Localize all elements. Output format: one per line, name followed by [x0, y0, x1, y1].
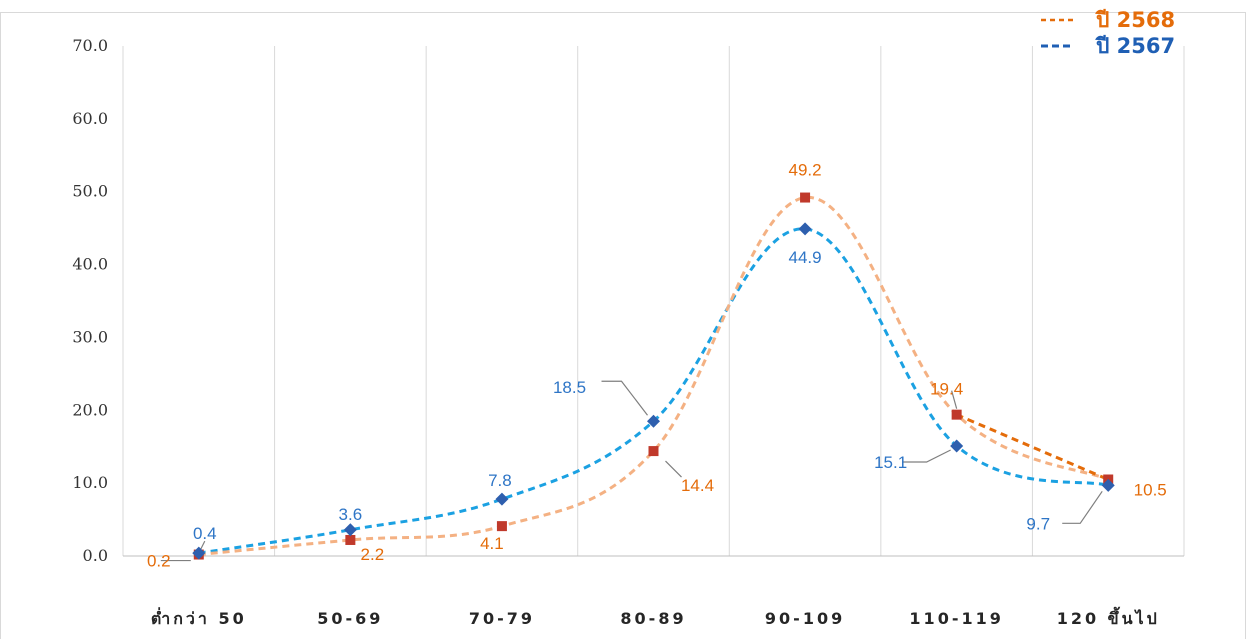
data-label: 9.7 [1026, 514, 1050, 533]
leader-line [665, 460, 682, 478]
marker-square [648, 446, 659, 457]
y-tick-label: 60.0 [72, 109, 108, 128]
marker-square [800, 192, 811, 203]
leader-line [951, 390, 958, 409]
legend-item-2568: ปี 2568 [1041, 8, 1175, 32]
legend-item-2567: ปี 2567 [1041, 34, 1175, 58]
data-label: 18.5 [553, 378, 586, 397]
x-tick-label: 120 ขึ้นไป [1057, 606, 1160, 628]
legend-label-2567: ปี 2567 [1094, 34, 1175, 58]
label-leader-lines [160, 380, 1103, 562]
y-tick-label: 10.0 [72, 473, 108, 492]
data-label: 49.2 [789, 161, 822, 180]
data-label: 7.8 [488, 471, 512, 490]
x-tick-label: 50-69 [317, 609, 383, 628]
series-line [198, 196, 1109, 557]
y-tick-label: 70.0 [72, 36, 108, 55]
y-axis-ticks: 0.0 10.0 20.0 30.0 40.0 50.0 60.0 70.0 [72, 36, 108, 565]
leader-line [601, 380, 648, 416]
leader-line [902, 449, 951, 463]
marker-square [496, 521, 507, 532]
series-lines [198, 196, 1109, 557]
x-tick-label: ต่ำกว่า 50 [151, 607, 247, 628]
marker-diamond [192, 546, 206, 560]
marker-diamond [495, 492, 509, 506]
data-label: 14.4 [681, 476, 714, 495]
x-tick-label: 70-79 [469, 609, 535, 628]
data-label: 15.1 [874, 453, 907, 472]
data-label: 0.4 [193, 524, 217, 543]
data-label: 3.6 [339, 505, 363, 524]
y-tick-label: 0.0 [83, 546, 108, 565]
y-tick-label: 40.0 [72, 255, 108, 274]
series-line-tail [956, 413, 1109, 481]
data-label: 0.2 [147, 552, 171, 571]
marker-diamond [1101, 478, 1115, 492]
marker-square [951, 409, 962, 420]
y-tick-label: 30.0 [72, 327, 108, 346]
x-tick-label: 80-89 [620, 609, 686, 628]
x-tick-label: 90-109 [765, 609, 845, 628]
y-tick-label: 50.0 [72, 182, 108, 201]
marker-diamond [647, 414, 660, 428]
x-axis-ticks: ต่ำกว่า 50 50-69 70-79 80-89 90-109 110-119 12… [151, 606, 1160, 628]
marker-diamond [798, 222, 812, 236]
leader-line [1062, 490, 1103, 524]
data-label: 4.1 [480, 534, 504, 553]
vertical-gridlines [122, 46, 1185, 556]
plot-frame [0, 12, 1246, 639]
legend-label-2568: ปี 2568 [1094, 8, 1175, 32]
data-label: 44.9 [789, 248, 822, 267]
x-tick-label: 110-119 [909, 609, 1003, 628]
marker-square [345, 534, 356, 545]
leader-line [200, 540, 206, 550]
legend: ปี 2568 ปี 2567 [1041, 8, 1175, 58]
marker-diamond [343, 523, 357, 537]
data-labels: 0.2 2.2 4.1 14.4 49.2 19.4 10.5 0.4 3.6 7.8 18.5 44… [147, 161, 1167, 571]
y-tick-label: 20.0 [72, 400, 108, 419]
data-label: 10.5 [1134, 481, 1167, 500]
marker-diamond [950, 439, 964, 453]
series-markers [192, 192, 1115, 560]
series-line [198, 227, 1109, 555]
data-label: 2.2 [361, 545, 385, 564]
data-label: 19.4 [930, 380, 963, 399]
